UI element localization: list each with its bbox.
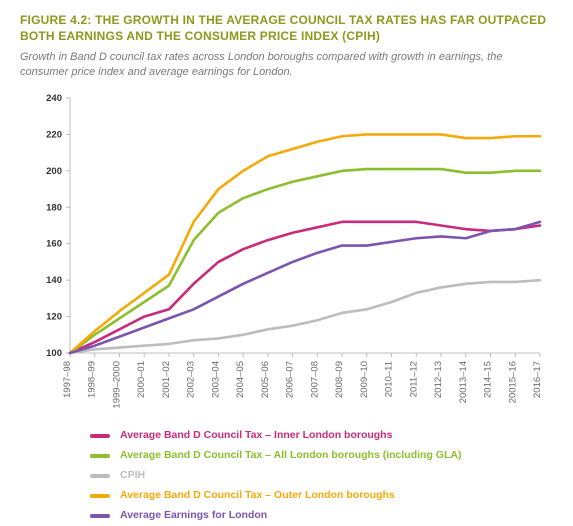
legend-swatch [90,474,110,478]
x-tick-label: 1997–98 [62,361,73,398]
x-tick-label: 2001–02 [161,361,172,398]
legend-swatch [90,454,110,458]
series-all [70,169,540,353]
y-tick-label: 240 [46,93,62,104]
x-tick-label: 2003–04 [210,361,221,398]
series-outer [70,134,540,353]
x-tick-label: 20015–16 [507,361,518,403]
x-tick-label: 1998–99 [87,361,98,398]
line-chart: 100 120 140 160 180 200 220 240 1997–98 1998–99 19… [20,88,550,418]
series-earnings [70,222,540,353]
chart-svg: 100 120 140 160 180 200 220 240 1997–98 1998–99 19… [20,88,550,418]
x-tick-label: 2004–05 [235,361,246,398]
legend-label: Average Band D Council Tax – Inner Londo… [120,426,392,446]
x-tick-label: 2016–17 [532,361,543,398]
legend-label: Average Band D Council Tax – All London … [120,446,461,466]
x-tick-label: 1999–2000 [111,361,122,409]
figure-title: FIGURE 4.2: THE GROWTH IN THE AVERAGE CO… [20,12,553,44]
x-tick-label: 2007–08 [309,361,320,398]
y-tick-label: 120 [46,312,62,323]
legend: Average Band D Council Tax – Inner Londo… [90,426,553,526]
series-cpih [70,280,540,353]
legend-swatch [90,494,110,498]
y-tick-label: 180 [46,202,62,213]
x-tick-label: 20013–14 [458,361,469,403]
legend-label: Average Earnings for London [120,506,267,526]
legend-item-cpih: CPIH [90,466,553,486]
legend-item-outer: Average Band D Council Tax – Outer Londo… [90,486,553,506]
legend-swatch [90,434,110,438]
x-tick-label: 2009–10 [359,361,370,398]
legend-swatch [90,514,110,518]
x-tick-label: 2008–09 [334,361,345,398]
x-tick-label: 2005–06 [260,361,271,398]
legend-label: Average Band D Council Tax – Outer Londo… [120,486,395,506]
x-tick-label: 2010–11 [384,361,395,397]
figure-subtitle: Growth in Band D council tax rates acros… [20,50,553,80]
legend-label: CPIH [120,466,145,486]
y-tick-label: 140 [46,275,62,286]
x-tick-label: 2011–12 [408,361,419,397]
x-tick-label: 2002–03 [186,361,197,398]
x-tick-label: 2014–15 [483,361,494,398]
y-tick-label: 160 [46,239,62,250]
x-tick-label: 2000–01 [136,361,147,398]
y-tick-label: 220 [46,129,62,140]
legend-item-inner: Average Band D Council Tax – Inner Londo… [90,426,553,446]
figure-container: { "title": "FIGURE 4.2: THE GROWTH IN TH… [0,0,573,519]
x-tick-label: 2006–07 [285,361,296,398]
series-inner [70,222,540,353]
y-tick-label: 100 [46,348,62,359]
y-tick-label: 200 [46,166,62,177]
legend-item-all: Average Band D Council Tax – All London … [90,446,553,466]
legend-item-earnings: Average Earnings for London [90,506,553,526]
x-tick-label: 2012–13 [433,361,444,398]
